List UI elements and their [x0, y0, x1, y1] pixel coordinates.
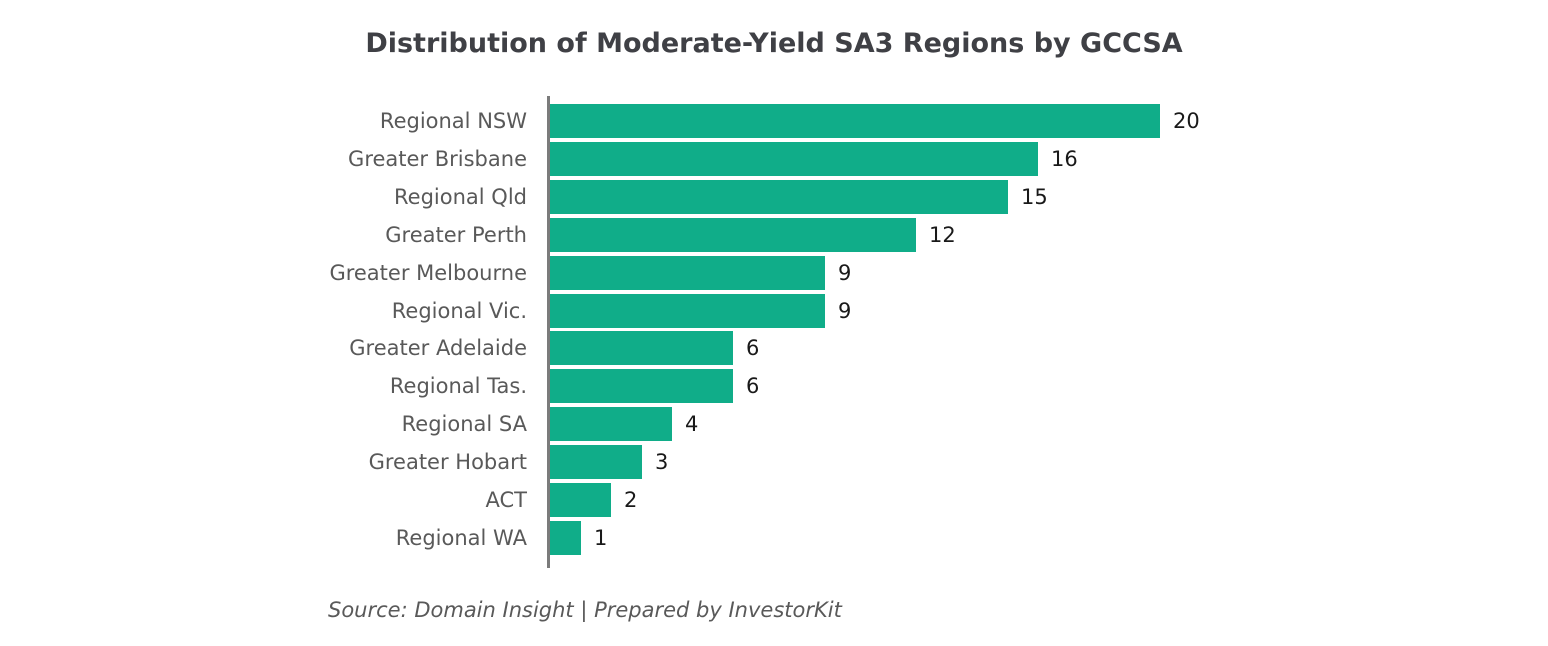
bar-row: Regional Vic. 9: [0, 294, 1548, 328]
category-label: Regional NSW: [379, 109, 527, 133]
bar: [550, 521, 581, 555]
bar: [550, 407, 672, 441]
category-label: Greater Perth: [385, 223, 527, 247]
bar: [550, 369, 733, 403]
bar-row: Greater Adelaide 6: [0, 331, 1548, 365]
category-label: ACT: [485, 488, 528, 512]
value-label: 6: [746, 374, 760, 398]
category-label: Greater Brisbane: [348, 147, 527, 171]
chart-title: Distribution of Moderate-Yield SA3 Regio…: [365, 28, 1183, 59]
bar: [550, 256, 825, 290]
bar: [550, 331, 733, 365]
bar-row: Regional SA 4: [0, 407, 1548, 441]
bar: [550, 445, 642, 479]
bar: [550, 142, 1038, 176]
bar-row: Regional Tas. 6: [0, 369, 1548, 403]
bar: [550, 218, 916, 252]
bar-row: Greater Perth 12: [0, 218, 1548, 252]
category-label: Regional Tas.: [389, 374, 527, 398]
category-label: Regional WA: [395, 526, 527, 550]
value-label: 12: [929, 223, 956, 247]
value-label: 9: [838, 299, 852, 323]
bar-row: Regional Qld 15: [0, 180, 1548, 214]
bar: [550, 294, 825, 328]
bar-row: Regional NSW 20: [0, 104, 1548, 138]
value-label: 16: [1051, 147, 1078, 171]
value-label: 6: [746, 336, 760, 360]
category-label: Greater Adelaide: [349, 336, 527, 360]
plot-area: Regional NSW 20 Greater Brisbane 16 Regional…: [0, 96, 1548, 568]
value-label: 3: [655, 450, 669, 474]
value-label: 9: [838, 261, 852, 285]
source-note: Source: Domain Insight | Prepared by Inv…: [328, 598, 842, 622]
bar-row: Greater Brisbane 16: [0, 142, 1548, 176]
y-axis-line: [547, 96, 550, 568]
bar-row: ACT 2: [0, 483, 1548, 517]
value-label: 15: [1021, 185, 1048, 209]
bar: [550, 180, 1008, 214]
value-label: 2: [624, 488, 638, 512]
category-label: Regional Vic.: [391, 299, 527, 323]
category-label: Regional SA: [401, 412, 527, 436]
bar-row: Greater Hobart 3: [0, 445, 1548, 479]
value-label: 20: [1173, 109, 1200, 133]
value-label: 1: [594, 526, 608, 550]
bar: [550, 483, 611, 517]
category-label: Regional Qld: [394, 185, 527, 209]
category-label: Greater Hobart: [368, 450, 527, 474]
value-label: 4: [685, 412, 699, 436]
bar: [550, 104, 1160, 138]
category-label: Greater Melbourne: [329, 261, 527, 285]
bar-row: Regional WA 1: [0, 521, 1548, 555]
bar-row: Greater Melbourne 9: [0, 256, 1548, 290]
